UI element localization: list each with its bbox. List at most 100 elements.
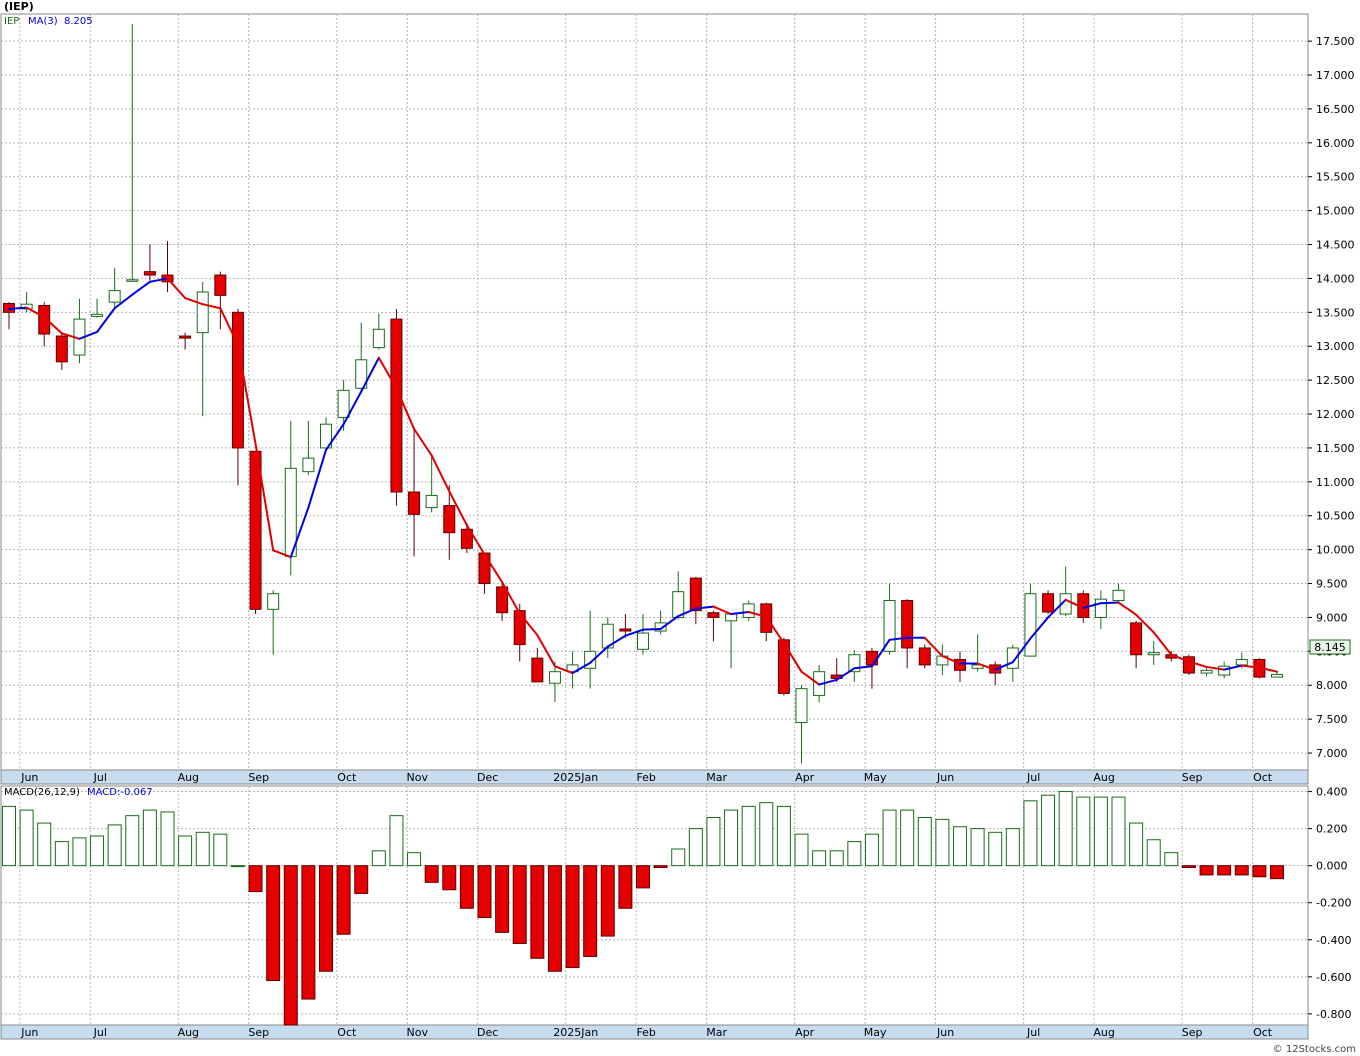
macd-bar — [283, 865, 298, 1026]
candle-body — [196, 291, 209, 334]
price-xaxis-label: Jun — [936, 771, 954, 784]
macd-bar — [248, 865, 263, 893]
ma-segment — [800, 670, 821, 686]
macd-bar — [935, 818, 950, 867]
macd-bar — [213, 833, 228, 867]
candle-body — [320, 423, 332, 449]
candle-body — [108, 290, 121, 303]
ma-segment — [113, 293, 134, 310]
candle-body — [548, 671, 561, 684]
price-xaxis-label: Jun — [20, 771, 38, 784]
price-tick-label: 16.500 — [1316, 103, 1355, 116]
candle-body — [584, 650, 597, 669]
ma-segment — [1047, 598, 1067, 619]
candle-body — [513, 610, 526, 646]
macd-xaxis-label: May — [864, 1026, 887, 1039]
price-xaxis-label: Oct — [337, 771, 357, 784]
macd-bar — [195, 831, 210, 867]
macd-bar — [2, 805, 16, 867]
macd-bar — [107, 824, 122, 867]
macd-xaxis-label: Apr — [795, 1026, 815, 1039]
macd-bar — [319, 865, 333, 972]
ma-segment — [923, 636, 944, 658]
ma-segment — [483, 553, 504, 584]
macd-bar — [759, 802, 774, 867]
ma-segment — [1117, 601, 1138, 616]
macd-bar — [706, 816, 721, 867]
macd-bar — [847, 841, 862, 867]
price-tick-label: 10.500 — [1316, 510, 1355, 523]
ma-segment — [1082, 602, 1102, 609]
macd-tick-label: -0.800 — [1316, 1008, 1351, 1021]
ma-segment — [377, 356, 398, 390]
ma-segment — [166, 277, 187, 300]
macd-tick-label: 0.000 — [1316, 860, 1348, 873]
candle-body — [1200, 669, 1213, 674]
price-xaxis-label: Nov — [407, 771, 429, 784]
candle-body — [408, 491, 421, 515]
ma-segment — [342, 390, 363, 426]
candle-body — [20, 303, 33, 310]
ma-segment — [1029, 616, 1050, 640]
ma-segment — [677, 607, 697, 618]
price-tick-label: 11.000 — [1316, 476, 1355, 489]
price-tick-label: 12.000 — [1316, 408, 1355, 421]
candle-body — [531, 657, 544, 683]
ma-segment — [888, 636, 909, 641]
price-xaxis-label: Dec — [477, 771, 498, 784]
ma-segment — [976, 662, 997, 671]
ma-segment — [589, 645, 609, 664]
candle-body — [1006, 647, 1019, 669]
ma-segment — [325, 423, 345, 451]
ma-segment — [818, 678, 838, 686]
price-tick-label: 17.500 — [1316, 35, 1355, 48]
candle-body — [1218, 665, 1231, 676]
chart-symbol: (IEP) — [4, 0, 34, 13]
candle-body — [848, 654, 861, 673]
macd-bar — [1252, 865, 1267, 878]
macd-bar — [407, 852, 422, 867]
macd-bar — [900, 809, 915, 867]
macd-bar — [829, 850, 844, 867]
candle-body — [689, 577, 702, 612]
macd-xaxis-label: Sep — [248, 1026, 269, 1039]
macd-bar — [812, 850, 827, 867]
ma-segment — [941, 655, 961, 665]
macd-bar — [530, 865, 545, 959]
macd-bar — [72, 837, 87, 867]
candle-body — [1147, 652, 1160, 656]
macd-bar — [142, 809, 157, 867]
candle-body — [654, 622, 667, 632]
macd-bar — [160, 811, 175, 867]
last-price-label: 8.145 — [1314, 641, 1346, 654]
ma-segment — [1187, 660, 1208, 668]
ma-segment — [624, 628, 644, 637]
candle-body — [337, 389, 350, 418]
ma-segment — [78, 330, 99, 340]
macd-xaxis-label: Aug — [178, 1026, 199, 1039]
macd-value-legend: MACD:-0.067 — [87, 787, 153, 798]
price-xaxis-label: Aug — [178, 771, 199, 784]
price-tick-label: 17.000 — [1316, 69, 1355, 82]
ticker-legend: IEP — [4, 16, 19, 27]
macd-bar — [953, 826, 967, 867]
macd-bar — [495, 865, 510, 933]
macd-bar — [724, 809, 739, 867]
price-xaxis-label: Sep — [248, 771, 269, 784]
ma-segment — [1258, 666, 1278, 673]
macd-bar — [671, 848, 686, 867]
macd-xaxis-label: Dec — [477, 1026, 498, 1039]
macd-bar — [37, 822, 52, 867]
macd-xaxis-label: Oct — [337, 1026, 357, 1039]
ma-segment — [606, 634, 627, 648]
ma-segment — [553, 665, 574, 675]
price-tick-label: 10.000 — [1316, 544, 1355, 557]
macd-bar — [512, 865, 527, 944]
macd-bar — [1058, 791, 1073, 867]
macd-xaxis-label: Jul — [1026, 1026, 1040, 1039]
candle-body — [214, 274, 227, 296]
macd-xaxis-label: Aug — [1093, 1026, 1114, 1039]
price-xaxis-band — [0, 769, 1309, 785]
price-tick-label: 14.000 — [1316, 272, 1355, 285]
